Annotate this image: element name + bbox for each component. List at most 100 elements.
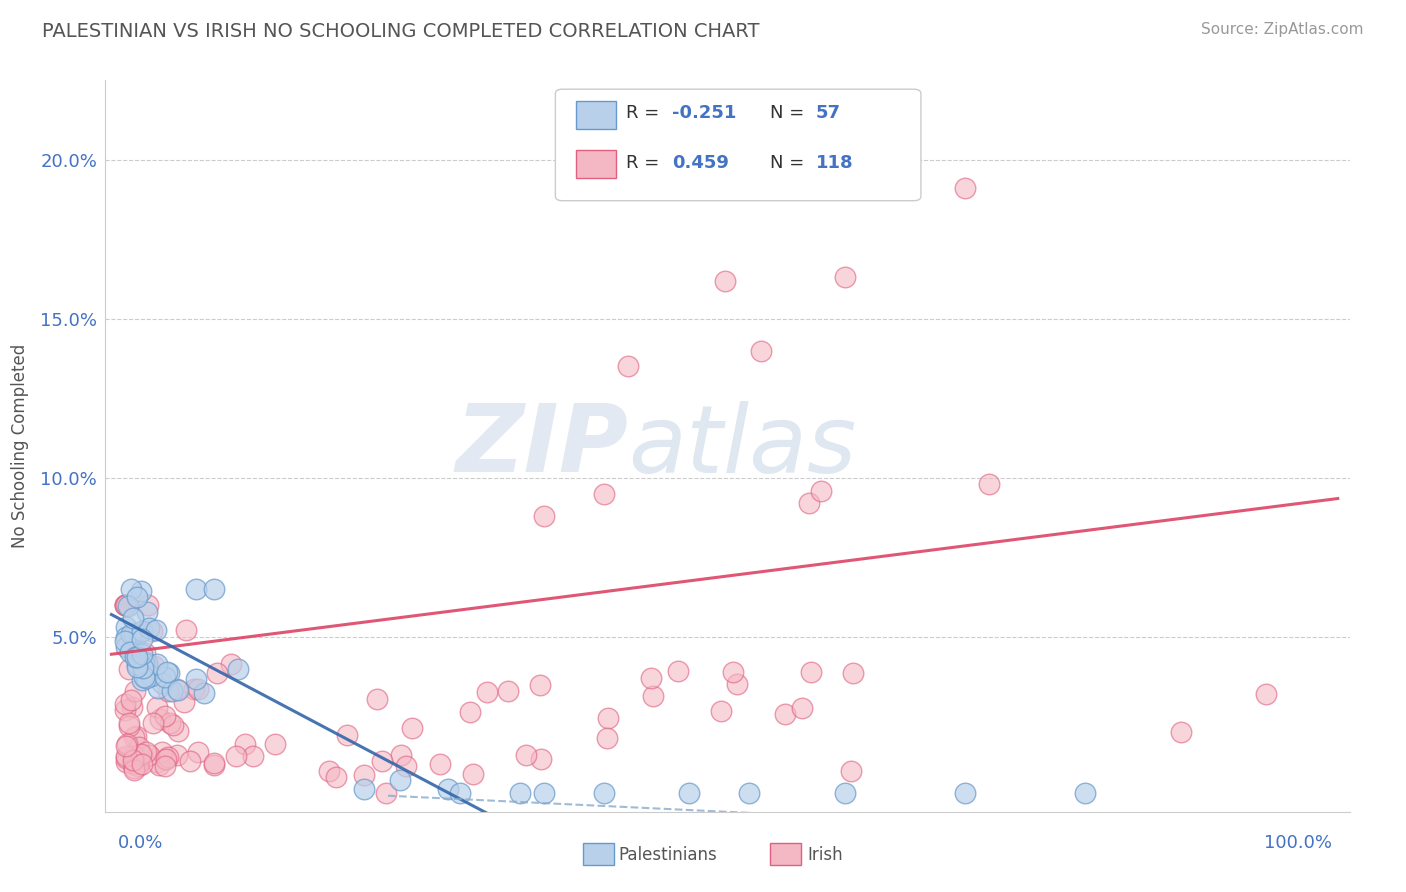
- Point: [839, 764, 862, 779]
- Point: [127, 660, 149, 674]
- Text: 57: 57: [815, 104, 841, 122]
- Point: [159, 715, 181, 730]
- Point: [184, 582, 207, 596]
- Point: [115, 598, 138, 612]
- Point: [187, 681, 209, 696]
- Point: [131, 624, 153, 638]
- Point: [135, 657, 157, 671]
- Point: [128, 739, 150, 754]
- Y-axis label: No Schooling Completed: No Schooling Completed: [11, 344, 30, 548]
- Point: [150, 675, 173, 690]
- Point: [136, 657, 159, 671]
- Point: [127, 756, 149, 771]
- Point: [640, 671, 662, 685]
- Text: 0.0%: 0.0%: [118, 834, 163, 852]
- Point: [529, 678, 551, 692]
- Point: [530, 751, 553, 765]
- Point: [461, 767, 484, 781]
- Text: 118: 118: [815, 154, 853, 172]
- Point: [792, 700, 814, 714]
- Point: [725, 677, 748, 691]
- Point: [800, 665, 823, 679]
- Point: [127, 657, 149, 672]
- Point: [115, 748, 138, 763]
- Text: R =: R =: [626, 104, 665, 122]
- Point: [533, 786, 555, 800]
- Point: [120, 582, 142, 596]
- Point: [437, 782, 460, 797]
- Point: [219, 657, 242, 671]
- Point: [114, 703, 136, 717]
- Point: [187, 746, 209, 760]
- Point: [834, 786, 856, 800]
- Point: [233, 738, 256, 752]
- Point: [114, 697, 136, 711]
- Point: [335, 728, 357, 742]
- Text: Source: ZipAtlas.com: Source: ZipAtlas.com: [1201, 22, 1364, 37]
- Point: [395, 759, 418, 773]
- Point: [139, 668, 162, 682]
- Point: [842, 666, 865, 681]
- Text: 0.459: 0.459: [672, 154, 728, 172]
- Point: [810, 483, 832, 498]
- Point: [141, 624, 163, 638]
- Point: [115, 737, 138, 751]
- Point: [155, 752, 177, 766]
- Point: [122, 626, 145, 640]
- Point: [166, 723, 188, 738]
- Point: [127, 626, 149, 640]
- Point: [225, 748, 247, 763]
- Point: [737, 786, 759, 800]
- Point: [167, 682, 190, 697]
- Point: [226, 662, 249, 676]
- Point: [775, 706, 797, 721]
- Point: [157, 665, 180, 680]
- Point: [834, 270, 856, 285]
- Point: [353, 768, 375, 782]
- Point: [131, 632, 153, 647]
- Point: [120, 692, 142, 706]
- Point: [389, 747, 412, 762]
- Point: [202, 756, 225, 770]
- Point: [115, 620, 138, 634]
- Point: [131, 673, 153, 687]
- Point: [117, 599, 139, 614]
- Point: [162, 683, 184, 698]
- Point: [533, 508, 555, 523]
- Point: [598, 711, 620, 725]
- Point: [136, 598, 159, 612]
- Point: [1170, 725, 1192, 739]
- Text: -0.251: -0.251: [672, 104, 737, 122]
- Point: [127, 759, 149, 773]
- Point: [643, 689, 665, 703]
- Point: [114, 640, 136, 655]
- Point: [114, 598, 136, 612]
- Point: [127, 590, 149, 604]
- Point: [184, 672, 207, 686]
- Point: [157, 750, 180, 764]
- Point: [145, 657, 167, 672]
- Point: [146, 755, 169, 769]
- Text: atlas: atlas: [628, 401, 856, 491]
- Point: [242, 748, 264, 763]
- Point: [155, 709, 177, 723]
- Point: [122, 756, 145, 771]
- Point: [207, 666, 229, 681]
- Point: [125, 729, 148, 743]
- Point: [131, 647, 153, 661]
- Point: [122, 748, 145, 763]
- Point: [149, 712, 172, 726]
- Point: [263, 737, 285, 751]
- Point: [134, 646, 156, 660]
- Point: [371, 754, 394, 768]
- Point: [115, 751, 138, 765]
- Point: [496, 684, 519, 698]
- Point: [593, 486, 616, 500]
- Point: [953, 786, 976, 800]
- Point: [146, 700, 169, 714]
- Text: N =: N =: [770, 154, 810, 172]
- Text: R =: R =: [626, 154, 665, 172]
- Point: [129, 584, 152, 599]
- Point: [134, 655, 156, 669]
- Text: N =: N =: [770, 104, 810, 122]
